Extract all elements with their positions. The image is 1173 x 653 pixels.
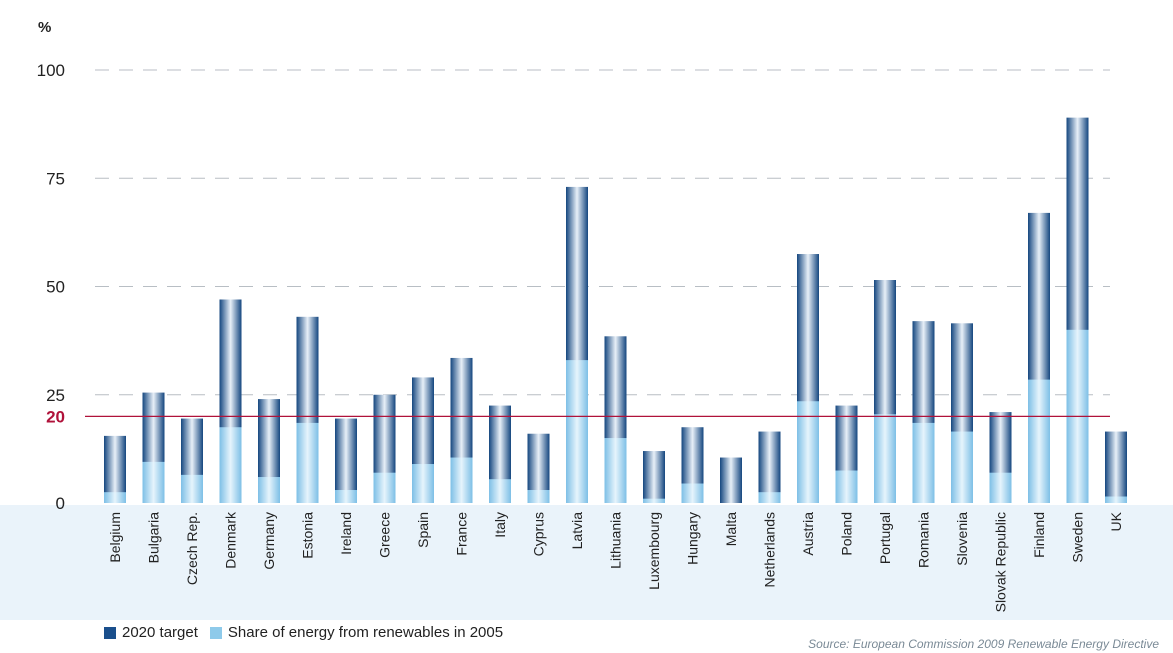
- y-tick-label-100: 100: [37, 61, 65, 80]
- bar-share-2005-6: [335, 490, 357, 503]
- bar-share-2005-9: [450, 457, 473, 503]
- x-tick-label-9: France: [454, 512, 470, 556]
- bar-share-2005-0: [104, 492, 126, 503]
- legend-label-share-2005: Share of energy from renewables in 2005: [227, 624, 504, 641]
- xaxis-label-band: [0, 505, 1173, 620]
- bar-share-2005-19: [835, 470, 858, 503]
- legend: 2020 target Share of energy from renewab…: [104, 624, 515, 641]
- x-tick-label-16: Malta: [723, 512, 739, 546]
- bar-share-2005-26: [1105, 496, 1127, 503]
- bar-share-2005-21: [912, 422, 935, 503]
- legend-item-share-2005: Share of energy from renewables in 2005: [209, 624, 504, 641]
- x-tick-label-22: Slovenia: [954, 512, 970, 566]
- x-tick-label-8: Spain: [415, 512, 431, 548]
- legend-swatch-share-2005: [209, 626, 222, 639]
- x-tick-label-2: Czech Rep.: [184, 512, 200, 585]
- x-tick-label-0: Belgium: [107, 512, 123, 563]
- x-tick-label-12: Latvia: [569, 512, 585, 550]
- bar-share-2005-10: [489, 479, 511, 503]
- bar-share-2005-24: [1028, 379, 1050, 503]
- bar-share-2005-14: [643, 498, 665, 503]
- x-tick-label-4: Germany: [261, 512, 277, 570]
- bar-share-2005-22: [951, 431, 973, 503]
- y-tick-label-0: 0: [56, 494, 65, 513]
- bar-share-2005-4: [258, 477, 280, 503]
- bar-share-2005-3: [219, 427, 242, 503]
- legend-label-target: 2020 target: [122, 624, 198, 641]
- bar-share-2005-5: [296, 422, 319, 503]
- x-tick-label-26: UK: [1108, 511, 1124, 531]
- bar-target-10: [489, 405, 511, 503]
- reference-line-label: 20: [46, 407, 65, 426]
- bar-target-14: [643, 451, 665, 503]
- bar-chart: 20 0 25 50 75 100 Belgium Bulgaria Czech Rep. D…: [0, 19, 1173, 620]
- bar-share-2005-20: [874, 414, 896, 503]
- legend-item-target: 2020 target: [104, 624, 198, 641]
- x-tick-label-17: Netherlands: [762, 512, 778, 588]
- x-tick-label-15: Hungary: [685, 512, 701, 565]
- x-tick-label-1: Bulgaria: [146, 512, 162, 564]
- x-tick-label-20: Portugal: [877, 512, 893, 564]
- bar-share-2005-13: [604, 438, 627, 503]
- y-tick-label-75: 75: [46, 169, 65, 188]
- y-axis-unit: %: [38, 19, 51, 36]
- bar-share-2005-1: [142, 461, 165, 503]
- y-tick-label-50: 50: [46, 278, 65, 297]
- source-note: Source: European Commission 2009 Renewab…: [808, 637, 1159, 651]
- bar-share-2005-17: [758, 492, 781, 503]
- bar-target-17: [758, 431, 781, 503]
- bar-share-2005-2: [181, 474, 203, 503]
- x-tick-label-19: Poland: [839, 512, 855, 556]
- x-tick-label-3: Denmark: [223, 511, 239, 569]
- x-tick-label-7: Greece: [377, 512, 393, 558]
- x-tick-label-10: Italy: [492, 512, 508, 538]
- x-tick-label-11: Cyprus: [531, 512, 547, 556]
- bar-target-26: [1105, 431, 1127, 503]
- x-tick-label-24: Finland: [1031, 512, 1047, 558]
- bar-share-2005-18: [797, 401, 819, 503]
- bar-share-2005-15: [681, 483, 704, 503]
- bar-share-2005-11: [527, 490, 550, 503]
- x-tick-label-13: Lithuania: [608, 512, 624, 569]
- bar-target-6: [335, 418, 357, 503]
- x-tick-label-14: Luxembourg: [646, 512, 662, 590]
- x-tick-label-6: Ireland: [338, 512, 354, 555]
- x-tick-label-21: Romania: [916, 512, 932, 568]
- bar-share-2005-23: [989, 472, 1012, 503]
- x-tick-label-18: Austria: [800, 512, 816, 556]
- bar-target-11: [527, 433, 550, 503]
- y-tick-label-25: 25: [46, 386, 65, 405]
- legend-swatch-target: [104, 626, 116, 639]
- x-tick-label-25: Sweden: [1070, 512, 1086, 563]
- bar-share-2005-7: [373, 472, 396, 503]
- bar-share-2005-12: [566, 360, 588, 503]
- x-tick-label-5: Estonia: [300, 512, 316, 559]
- bar-target-0: [104, 435, 126, 503]
- x-tick-label-23: Slovak Republic: [993, 512, 1009, 612]
- bar-target-16: [720, 457, 742, 503]
- bar-share-2005-8: [412, 464, 434, 503]
